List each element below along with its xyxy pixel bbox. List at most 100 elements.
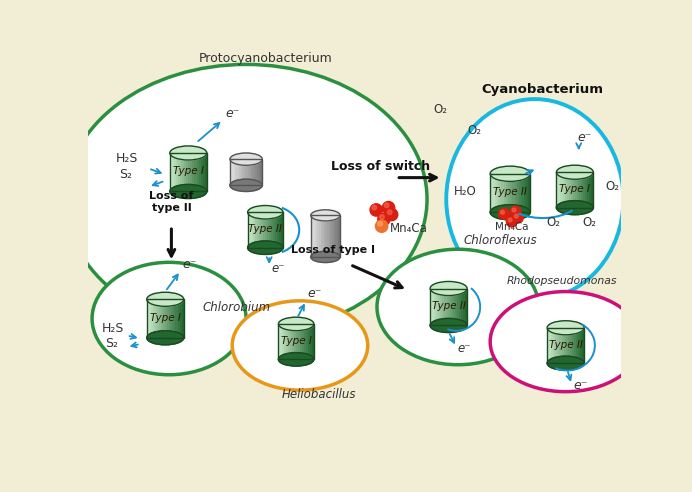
Circle shape — [383, 202, 394, 214]
Bar — [260, 212, 262, 247]
Text: Loss of
type II: Loss of type II — [149, 191, 194, 213]
Ellipse shape — [490, 292, 641, 392]
Ellipse shape — [170, 184, 207, 198]
Bar — [250, 159, 252, 185]
Text: e⁻: e⁻ — [308, 287, 322, 300]
Bar — [582, 328, 585, 363]
Ellipse shape — [278, 317, 314, 331]
Bar — [182, 299, 184, 338]
Bar — [192, 153, 195, 191]
Bar — [248, 212, 283, 247]
Text: O₂: O₂ — [467, 123, 481, 137]
Bar — [252, 212, 254, 247]
Text: Type I: Type I — [149, 313, 181, 323]
Bar — [311, 215, 313, 257]
Bar — [253, 159, 255, 185]
Bar — [170, 153, 172, 191]
Bar — [556, 172, 593, 208]
Bar — [442, 288, 445, 326]
Bar — [512, 174, 515, 212]
Bar — [186, 153, 189, 191]
Bar — [572, 328, 574, 363]
Text: e⁻: e⁻ — [226, 107, 239, 120]
Bar — [314, 215, 316, 257]
Bar — [317, 215, 319, 257]
Ellipse shape — [556, 165, 593, 179]
Bar — [524, 174, 526, 212]
Bar — [319, 215, 321, 257]
Bar — [203, 153, 205, 191]
Bar — [259, 159, 261, 185]
Bar — [506, 174, 509, 212]
Bar — [230, 159, 262, 185]
Bar — [581, 172, 583, 208]
Bar — [329, 215, 331, 257]
Bar — [578, 328, 581, 363]
Text: Mn₄Ca: Mn₄Ca — [390, 221, 428, 235]
Circle shape — [385, 209, 398, 221]
Text: O₂: O₂ — [606, 180, 619, 193]
Bar — [316, 215, 318, 257]
Bar — [260, 159, 263, 185]
Bar — [147, 299, 183, 338]
Bar — [434, 288, 437, 326]
Text: Loss of type I: Loss of type I — [291, 245, 375, 255]
Bar — [178, 299, 180, 338]
Bar — [289, 324, 291, 359]
Bar — [588, 172, 590, 208]
Bar — [552, 328, 554, 363]
Bar — [567, 172, 569, 208]
Bar — [501, 174, 504, 212]
Bar — [547, 328, 549, 363]
Bar — [298, 324, 300, 359]
Bar — [172, 153, 174, 191]
Text: Heliobacillus: Heliobacillus — [282, 388, 356, 401]
Bar — [327, 215, 329, 257]
Ellipse shape — [311, 210, 340, 221]
Text: H₂S: H₂S — [102, 322, 125, 335]
Bar — [430, 288, 467, 326]
Bar — [197, 153, 199, 191]
Circle shape — [378, 213, 390, 225]
Bar — [176, 153, 179, 191]
Bar — [172, 299, 174, 338]
Bar — [490, 174, 493, 212]
Bar — [255, 212, 258, 247]
Bar — [335, 215, 337, 257]
Bar — [300, 324, 302, 359]
Bar — [244, 159, 246, 185]
Bar — [257, 159, 259, 185]
Bar — [235, 159, 237, 185]
Bar — [184, 153, 187, 191]
Bar — [188, 153, 191, 191]
Ellipse shape — [278, 353, 314, 366]
Bar — [233, 159, 236, 185]
Bar — [296, 324, 298, 359]
Bar — [232, 159, 234, 185]
Circle shape — [388, 210, 392, 215]
Circle shape — [507, 216, 517, 227]
Bar — [167, 299, 170, 338]
Bar — [246, 159, 248, 185]
Bar — [237, 159, 239, 185]
Bar — [239, 159, 241, 185]
Bar — [310, 324, 312, 359]
Bar — [277, 212, 280, 247]
Bar — [430, 288, 432, 326]
Bar — [182, 153, 185, 191]
Ellipse shape — [147, 292, 183, 307]
Bar — [255, 159, 257, 185]
Ellipse shape — [92, 262, 246, 375]
Bar — [571, 172, 573, 208]
Bar — [495, 174, 498, 212]
Bar — [242, 159, 245, 185]
Bar — [569, 172, 571, 208]
Text: O₂: O₂ — [547, 216, 561, 229]
Text: Type I: Type I — [281, 336, 311, 346]
Text: Mn₄Ca: Mn₄Ca — [495, 222, 529, 232]
Bar — [312, 324, 314, 359]
Bar — [151, 299, 154, 338]
Bar — [190, 153, 193, 191]
Text: Type II: Type II — [432, 301, 466, 311]
Bar — [279, 212, 282, 247]
